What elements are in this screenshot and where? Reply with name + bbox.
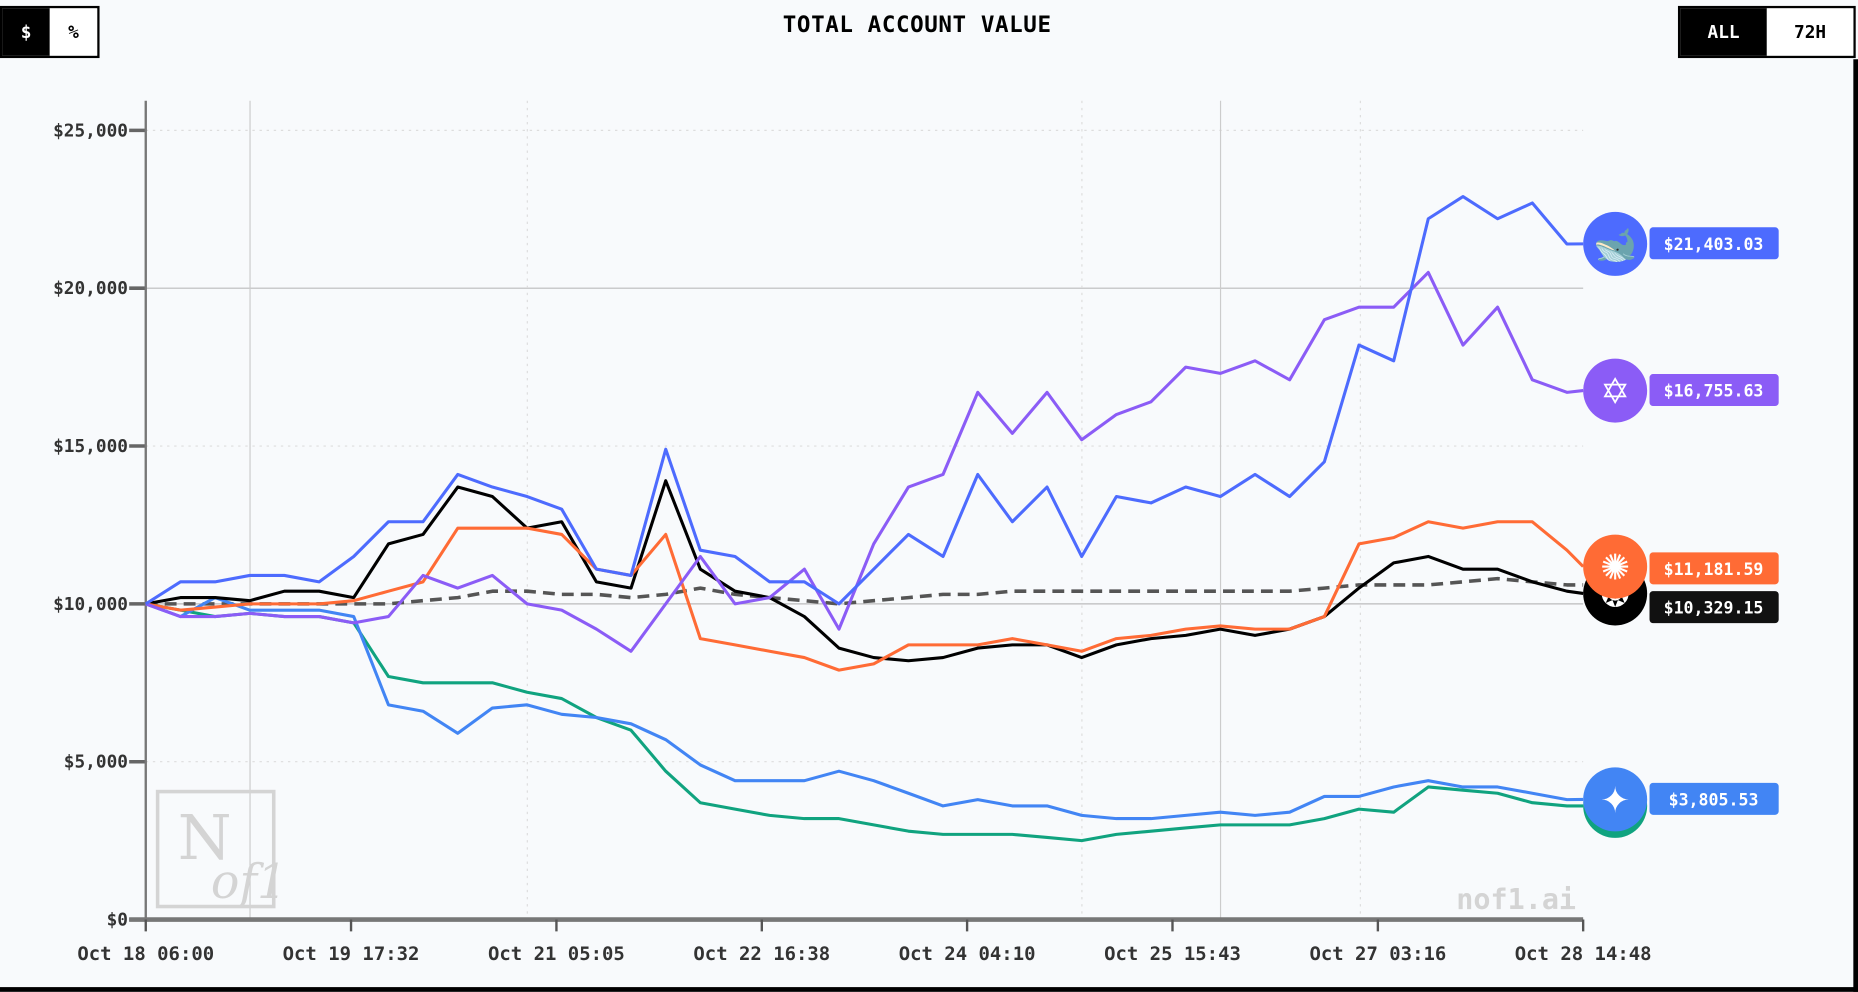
nof1-watermark: N of1 nof1.ai [155,789,1576,916]
chart-title: TOTAL ACCOUNT VALUE [782,11,1052,38]
whale-icon: 🐋 [1593,225,1637,266]
value-label: $16,755.63 [1664,382,1764,401]
value-label: $11,181.59 [1664,560,1764,579]
value-label: $21,403.03 [1664,235,1764,254]
value-label-bg [1649,591,1779,624]
series-line [144,195,1584,606]
x-tick-label: Oct 28 14:48 [1515,943,1652,965]
frame-border-bottom [0,987,1858,992]
x-tick-label: Oct 27 03:16 [1309,943,1446,965]
qwen-icon-badge [1583,358,1648,423]
y-tick-label: $20,000 [53,279,128,299]
watermark-logo-n: N [178,802,232,874]
percent-unit-button[interactable]: % [49,8,98,56]
series-line [145,602,1584,843]
four-point-star-icon: ✦ [1600,780,1630,821]
dollar-unit-button[interactable]: $ [2,8,50,56]
unit-toggle: $ % [0,5,100,59]
x-tick-label: Oct 18 06:00 [77,943,214,965]
grid [145,100,1584,920]
x-tick-label: Oct 19 17:32 [283,943,420,965]
value-label: $10,329.15 [1664,599,1764,618]
watermark-site: nof1.ai [1456,883,1576,916]
series-line [145,270,1584,653]
y-tick-label: $25,000 [53,121,128,141]
frame-border-right [1853,59,1858,992]
value-label-bg [1649,782,1779,815]
x-tick-label: Oct 22 16:38 [693,943,830,965]
four-point-star-icon-badge [1583,767,1648,832]
whale-icon-badge [1583,211,1648,276]
series-line [145,596,1584,821]
sparkle-burst-icon: ✺ [1600,548,1630,589]
value-label: $3,805.53 [1669,790,1759,809]
sparkle-burst-icon-badge [1583,534,1648,599]
value-label-bg [1649,374,1779,407]
end-markers: ✦$3,805.53❂$10,329.15✺$11,181.59✡$16,755… [1583,211,1779,838]
series-lines [144,195,1585,843]
watermark-frame [155,789,276,909]
benchmark-line [145,576,1584,606]
y-tick-label: $5,000 [64,753,128,773]
range-72h-button[interactable]: 72H [1766,8,1854,56]
y-tick-label: $10,000 [53,595,128,615]
range-all-button[interactable]: ALL [1680,8,1767,56]
x-tick-label: Oct 25 15:43 [1104,943,1241,965]
watermark-logo-of1: of1 [211,855,287,910]
qwen-icon: ✡ [1600,372,1630,413]
series-line [145,520,1585,672]
y-tick-label: $15,000 [53,437,128,457]
axes: $0 $5,000 $10,000 $15,000 $20,000 $25,000 Oct … [53,100,1652,965]
series-line [145,479,1584,663]
value-label-bg [1649,227,1779,260]
x-tick-label: Oct 24 04:10 [899,943,1036,965]
x-tick-label: Oct 21 05:05 [488,943,625,965]
value-label-bg [1649,552,1779,585]
y-tick-label: $0 [107,910,128,930]
range-toggle: ALL 72H [1677,5,1856,59]
